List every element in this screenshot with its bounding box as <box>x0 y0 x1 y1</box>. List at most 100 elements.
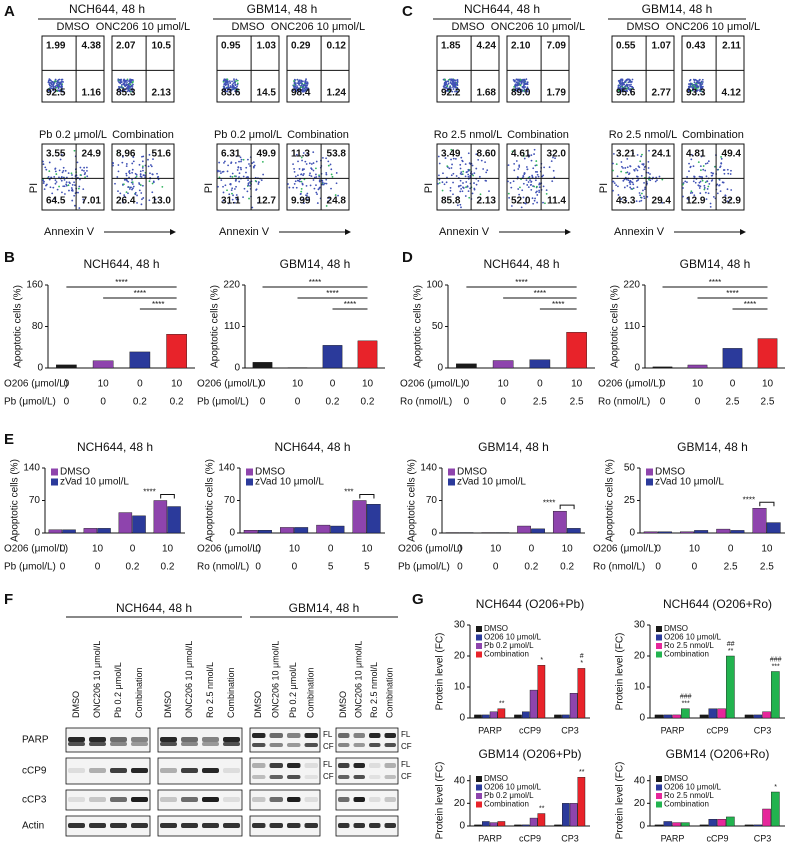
group-title: GBM14, 48 h <box>247 2 318 16</box>
event-dot <box>125 191 128 194</box>
event-dot <box>452 85 455 87</box>
bar <box>316 524 331 534</box>
y-tick-label: 20 <box>634 798 646 809</box>
legend-swatch <box>476 651 482 658</box>
event-dot <box>507 192 510 195</box>
event-dot <box>630 87 633 90</box>
condition-value: 0.2 <box>161 562 175 573</box>
event-dot <box>469 176 472 179</box>
event-dot <box>298 80 301 82</box>
event-dot <box>485 171 488 174</box>
event-dot <box>519 186 521 189</box>
event-dot <box>306 84 308 87</box>
event-dot <box>636 154 639 156</box>
y-tick-label: 50 <box>624 463 636 474</box>
event-dot <box>699 180 702 183</box>
condition-label: DMSO <box>232 21 265 33</box>
event-dot <box>620 161 623 163</box>
panel-label: D <box>402 249 413 266</box>
event-dot <box>513 162 516 165</box>
bar <box>456 363 477 369</box>
bar <box>717 819 726 827</box>
quadrant-value: 4.61 <box>511 149 531 160</box>
quadrant-value: 1.99 <box>46 41 66 52</box>
event-dot <box>454 90 456 93</box>
event-dot <box>643 197 646 200</box>
condition-value: 0 <box>728 544 734 555</box>
event-dot <box>141 155 143 158</box>
event-dot <box>125 83 128 85</box>
condition-value: 0.2 <box>326 397 340 408</box>
legend-swatch <box>656 793 662 799</box>
event-dot <box>51 192 54 195</box>
blot-band <box>181 797 198 802</box>
event-dot <box>452 193 454 196</box>
event-dot <box>296 78 299 81</box>
lane-label: Combination <box>226 667 236 718</box>
y-tick-label: 0 <box>229 528 235 539</box>
event-dot <box>114 182 116 185</box>
event-dot <box>455 175 458 177</box>
event-dot <box>465 186 467 189</box>
condition-value: 0 <box>137 379 143 390</box>
event-dot <box>523 202 526 205</box>
event-dot <box>534 179 537 182</box>
event-dot <box>231 80 233 83</box>
event-dot <box>613 182 616 185</box>
event-dot <box>71 183 74 186</box>
event-dot <box>132 80 134 83</box>
event-dot <box>226 170 229 173</box>
event-dot <box>509 181 512 184</box>
event-dot <box>47 89 50 92</box>
bar <box>566 528 581 534</box>
event-dot <box>541 175 544 178</box>
event-dot <box>529 184 532 186</box>
event-dot <box>507 180 509 183</box>
event-dot <box>468 196 471 199</box>
event-dot <box>223 161 225 164</box>
event-dot <box>456 81 459 83</box>
event-dot <box>525 89 528 92</box>
significance-bracket <box>160 494 175 499</box>
event-dot <box>646 195 649 198</box>
event-dot <box>62 166 65 169</box>
event-dot <box>73 194 76 197</box>
event-dot <box>552 156 554 159</box>
event-dot <box>321 179 324 182</box>
y-tick-label: 0 <box>639 713 645 724</box>
event-dot <box>228 80 231 83</box>
event-dot <box>702 165 705 167</box>
condition-row-label: O206 (μmol/L) <box>400 379 464 390</box>
event-dot <box>459 184 462 187</box>
blot-band <box>287 797 301 802</box>
bar <box>529 359 551 369</box>
event-dot <box>643 168 645 171</box>
blot-band <box>338 775 350 779</box>
event-dot <box>60 85 63 88</box>
event-dot <box>640 199 643 202</box>
event-dot <box>262 173 265 176</box>
event-dot <box>147 165 150 168</box>
event-dot <box>473 188 476 191</box>
blot-band <box>202 737 219 742</box>
event-dot <box>710 179 713 182</box>
event-dot <box>312 169 315 172</box>
x-tick-label: cCP9 <box>706 725 728 735</box>
quadrant-value: 1.03 <box>257 41 277 52</box>
event-dot <box>302 152 305 154</box>
event-dot <box>329 163 332 166</box>
event-dot <box>452 181 454 184</box>
y-tick-label: 20 <box>634 651 646 662</box>
event-dot <box>150 165 153 168</box>
event-dot <box>516 87 519 90</box>
blot-row-label: PARP <box>22 735 49 746</box>
event-dot <box>699 87 702 90</box>
y-tick-label: 0 <box>234 363 240 374</box>
event-dot <box>628 88 630 90</box>
event-dot <box>460 173 463 176</box>
event-dot <box>698 187 701 189</box>
event-dot <box>535 185 538 188</box>
event-dot <box>325 157 328 160</box>
event-dot <box>454 157 457 160</box>
event-dot <box>707 192 710 195</box>
